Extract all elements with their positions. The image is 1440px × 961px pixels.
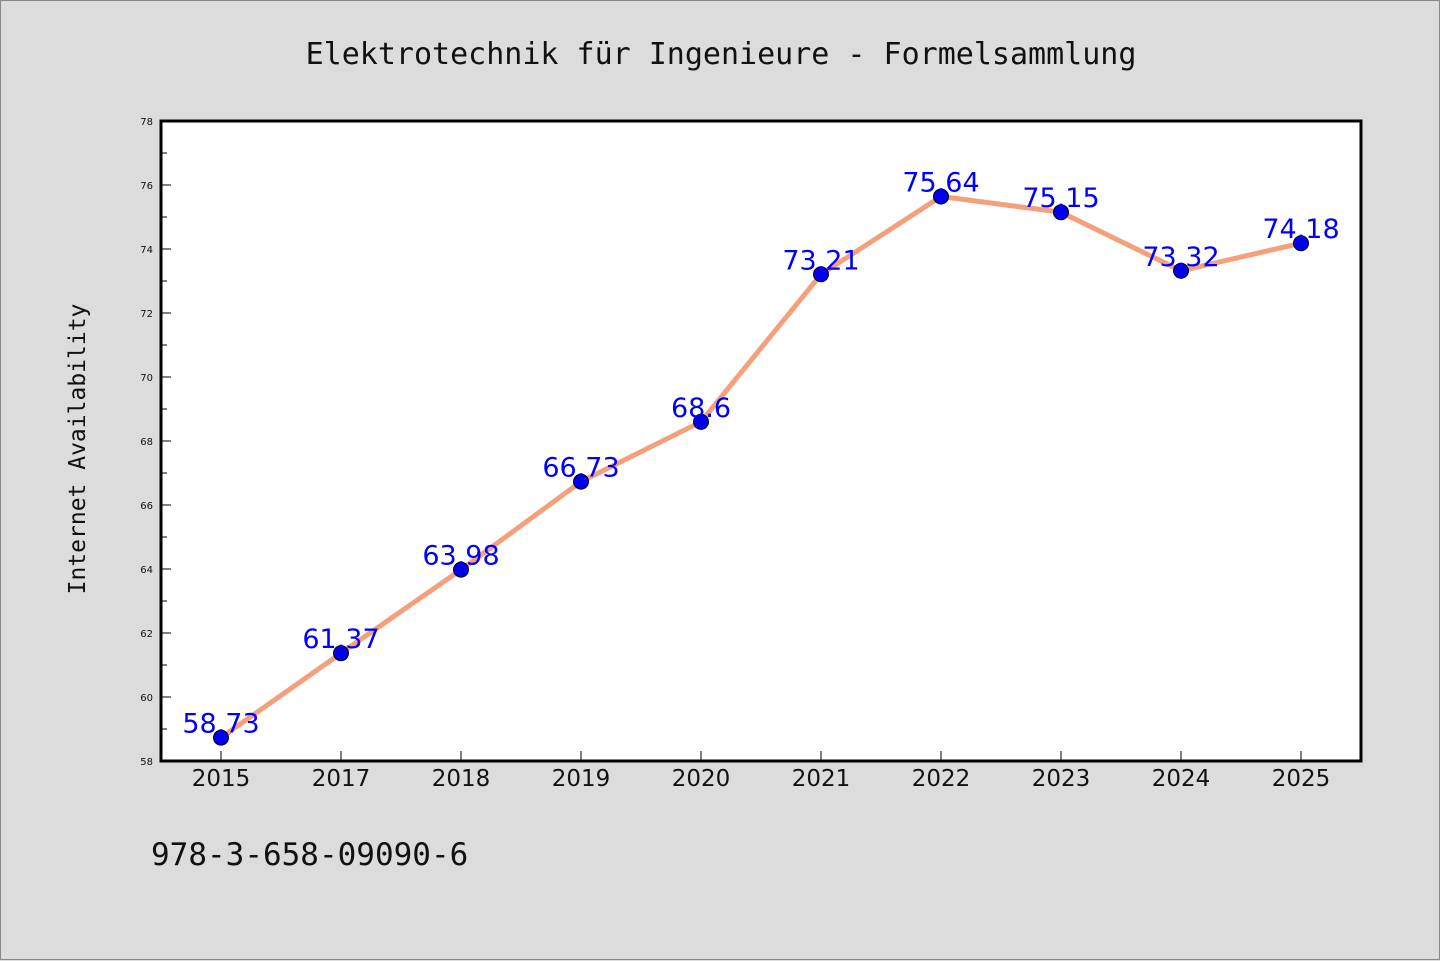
data-point (1053, 204, 1069, 221)
y-tick-label: 60 (140, 693, 153, 704)
y-axis: 58 60 62 64 66 68 70 72 74 76 78 (140, 117, 171, 768)
y-axis-label: Internet Availability (65, 304, 91, 595)
data-point (933, 188, 949, 205)
data-label: 68.6 (671, 393, 731, 424)
data-point (333, 645, 349, 662)
data-label: 75.15 (1022, 183, 1099, 214)
data-label: 66.73 (542, 453, 619, 484)
y-tick-label: 66 (140, 501, 153, 512)
data-label: 74.18 (1262, 214, 1339, 245)
data-label: 61.37 (302, 624, 379, 655)
data-point (453, 561, 469, 578)
y-tick-label: 68 (140, 437, 153, 448)
series-polyline (219, 194, 1302, 740)
y-tick-label: 62 (140, 629, 153, 640)
x-tick-label: 2021 (792, 766, 851, 792)
y-tick-label: 64 (140, 565, 153, 576)
x-tick-label: 2023 (1032, 766, 1091, 792)
x-tick-label: 2020 (672, 766, 731, 792)
data-label: 58.73 (182, 709, 259, 740)
data-labels: 58.73 61.37 63.98 66.73 68.6 73.21 75.64 75.15 7… (182, 168, 1339, 740)
y-tick-label: 78 (140, 117, 153, 128)
x-tick-label: 2019 (552, 766, 611, 792)
y-tick-label: 76 (140, 181, 153, 192)
data-point (1173, 262, 1189, 279)
data-label: 73.32 (1142, 242, 1219, 273)
data-point (1293, 235, 1309, 252)
data-point (813, 266, 829, 283)
data-label: 63.98 (422, 541, 499, 572)
data-point (213, 729, 229, 746)
x-tick-label: 2015 (192, 766, 251, 792)
plot-area (159, 119, 1363, 763)
x-tick-label: 2025 (1272, 766, 1331, 792)
data-label: 73.21 (782, 245, 859, 276)
x-tick-label: 2024 (1152, 766, 1211, 792)
y-tick-label: 72 (140, 309, 153, 320)
x-tick-label: 2018 (432, 766, 491, 792)
isbn-footer: 978-3-658-09090-6 (151, 837, 468, 873)
x-tick-label: 2022 (912, 766, 971, 792)
y-tick-label: 58 (140, 757, 153, 768)
data-point (693, 413, 709, 430)
y-tick-label: 70 (140, 373, 153, 384)
data-point (573, 473, 589, 490)
data-label: 75.64 (902, 168, 979, 199)
x-tick-label: 2017 (312, 766, 371, 792)
x-axis: 2015 2017 2018 2019 2020 2021 2022 2023 2024 2025 (192, 751, 1331, 792)
series-line (213, 188, 1309, 746)
chart-title: Elektrotechnik für Ingenieure - Formelsa… (306, 37, 1137, 72)
y-tick-label: 74 (140, 245, 153, 256)
